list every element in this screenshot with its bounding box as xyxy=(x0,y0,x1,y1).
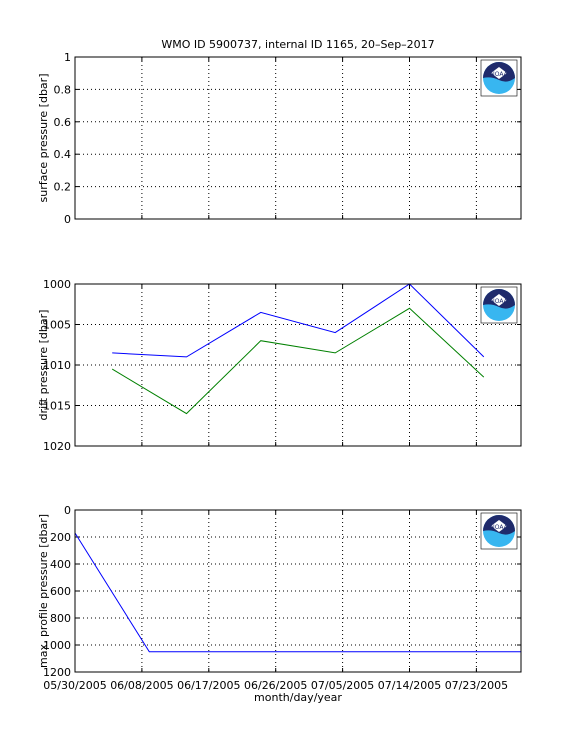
series-line-1 xyxy=(74,532,521,653)
panel-2: 1000 1005 1010 1015 1020 drift pressure [dbar… xyxy=(37,278,522,453)
y-axis-label: max. profile pressure [dbar] xyxy=(37,514,50,668)
figure-title: WMO ID 5900737, internal ID 1165, 20–Sep… xyxy=(161,38,434,51)
x-tick-label: 06/17/2005 xyxy=(177,679,240,692)
plot-area xyxy=(75,510,521,672)
y-tick-label: 400 xyxy=(50,558,71,571)
y-tick-label: 1 xyxy=(64,51,71,64)
x-tick-label: 07/14/2005 xyxy=(378,679,441,692)
noaa-logo: NOAA xyxy=(480,59,518,97)
y-tick-label: 1000 xyxy=(43,278,71,291)
axes-frame xyxy=(74,56,522,220)
y-tick-label: 1010 xyxy=(43,359,71,372)
plot-panels: 0 0.2 0.4 0.6 0.8 1 surface pressure [dbar] NOA… xyxy=(37,51,522,692)
plot-area xyxy=(75,284,521,446)
y-tick-label: 1200 xyxy=(43,666,71,679)
axes-frame xyxy=(74,509,522,673)
logo-gull xyxy=(491,294,507,306)
x-tick-label: 07/05/2005 xyxy=(311,679,374,692)
y-tick-label: 200 xyxy=(50,531,71,544)
logo-text: NOAA xyxy=(490,71,508,78)
y-tick-label: 0.8 xyxy=(54,83,72,96)
series-line-2 xyxy=(111,307,485,415)
panel-1: 0 0.2 0.4 0.6 0.8 1 surface pressure [dbar] NOA… xyxy=(37,51,522,226)
x-tick-label: 06/08/2005 xyxy=(110,679,173,692)
y-tick-label: 0.2 xyxy=(54,181,72,194)
logo-gull xyxy=(491,520,507,532)
y-tick-label: 1005 xyxy=(43,319,71,332)
logo-text: NOAA xyxy=(490,524,508,531)
noaa-logo: NOAA xyxy=(480,286,518,324)
series-line-1 xyxy=(112,283,485,358)
y-axis-label: surface pressure [dbar] xyxy=(37,74,50,203)
x-tick-label: 06/26/2005 xyxy=(244,679,307,692)
noaa-logo: NOAA xyxy=(480,512,518,550)
x-tick-label: 07/23/2005 xyxy=(445,679,508,692)
logo-gull xyxy=(491,67,507,79)
y-tick-label: 800 xyxy=(50,612,71,625)
y-tick-label: 0.6 xyxy=(54,116,72,129)
x-tick-label: 05/30/2005 xyxy=(43,679,106,692)
axes-frame xyxy=(74,283,522,447)
y-tick-label: 0 xyxy=(64,504,71,517)
logo-text: NOAA xyxy=(490,298,508,305)
y-tick-label: 600 xyxy=(50,585,71,598)
y-tick-label: 1000 xyxy=(43,639,71,652)
x-axis-label: month/day/year xyxy=(254,691,342,704)
y-axis-label: drift pressure [dbar] xyxy=(37,310,50,421)
y-tick-label: 0 xyxy=(64,213,71,226)
y-tick-label: 1020 xyxy=(43,440,71,453)
y-tick-label: 1015 xyxy=(43,400,71,413)
plot-area xyxy=(75,57,521,219)
y-tick-label: 0.4 xyxy=(54,148,72,161)
